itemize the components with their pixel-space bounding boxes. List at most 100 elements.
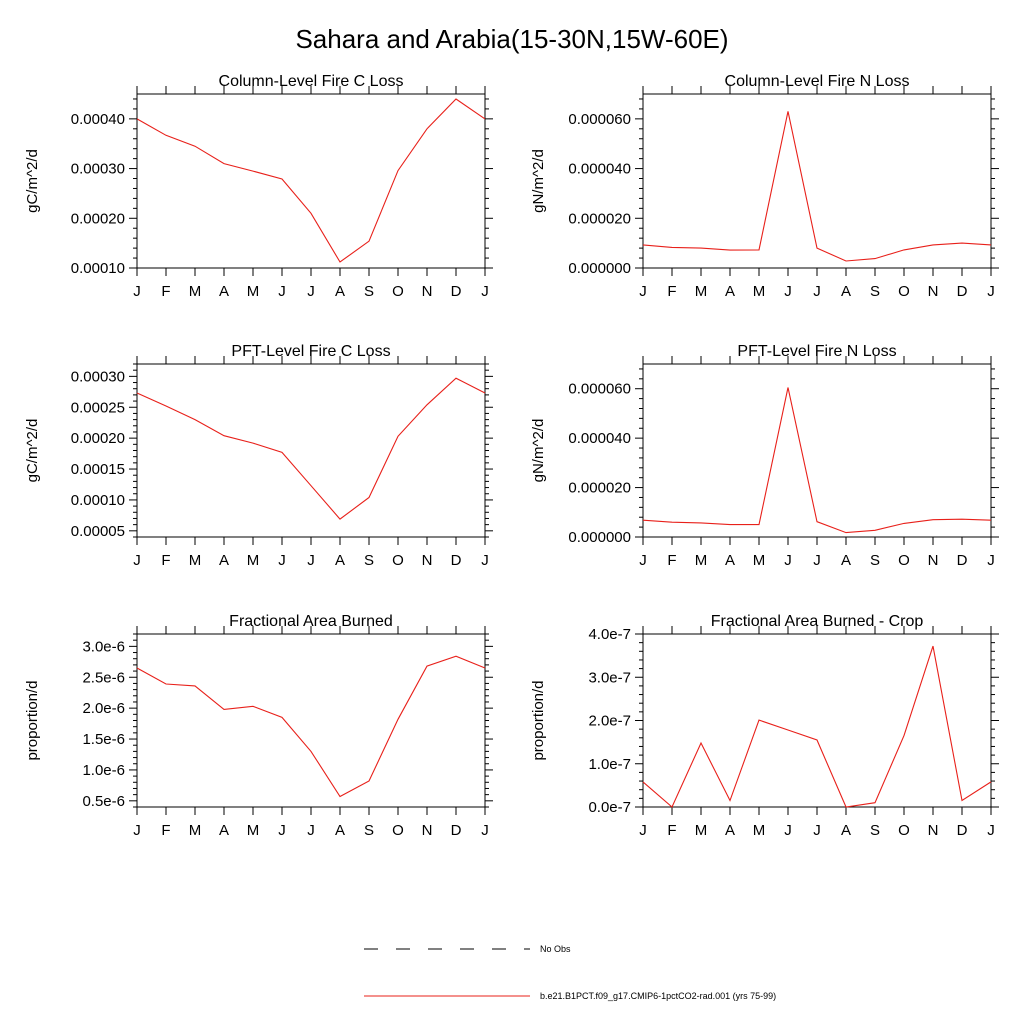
panel-5-xtick-label: O (392, 822, 404, 839)
panel-1-ytick-label: 0.00030 (71, 161, 125, 178)
panel-2-xtick-label: J (784, 283, 792, 300)
panel-4-frame (642, 363, 992, 538)
panel-3-xtick-label: M (189, 552, 202, 569)
panel-2-ytick-label: 0.000040 (568, 161, 631, 178)
panel-4-xtick-label: A (841, 552, 851, 569)
panel-3-xtick-label: S (364, 552, 374, 569)
panel-2-xtick-label: M (753, 283, 766, 300)
panel-4-xtick-label: M (753, 552, 766, 569)
panel-4-series-line (642, 387, 992, 534)
panel-5-xtick-label: M (189, 822, 202, 839)
panel-2-xtick-label: M (695, 283, 708, 300)
panel-1-xtick-label: M (189, 283, 202, 300)
panel-4-ytick-label: 0.000000 (568, 529, 631, 546)
panel-5-xtick-label: A (219, 822, 229, 839)
figure-title: Sahara and Arabia(15-30N,15W-60E) (295, 24, 728, 54)
panel-3-ytick-label: 0.00020 (71, 430, 125, 447)
panel-2-series-line (642, 111, 992, 262)
panel-6-xtick-label: J (987, 822, 995, 839)
panel-5-frame (136, 633, 486, 808)
panel-6-xtick-label: O (898, 822, 910, 839)
panel-3-xtick-label: J (481, 552, 489, 569)
panel-5-xtick-label: J (133, 822, 141, 839)
panel-4-ytick-label: 0.000020 (568, 480, 631, 497)
panel-1-xtick-label: J (133, 283, 141, 300)
panel-4-xtick-label: J (639, 552, 647, 569)
panel-3-xtick-label: D (451, 552, 462, 569)
panel-4-xtick-label: S (870, 552, 880, 569)
panel-6-xtick-label: A (841, 822, 851, 839)
panel-1-title: Column-Level Fire C Loss (219, 73, 404, 90)
panel-1-xtick-label: D (451, 283, 462, 300)
panel-3-frame (136, 363, 486, 538)
panel-2-frame (642, 93, 992, 269)
panel-3-ytick-label: 0.00010 (71, 492, 125, 509)
panel-5-ytick-label: 3.0e-6 (82, 638, 125, 655)
panel-5-xtick-label: J (307, 822, 315, 839)
panel-5-xtick-label: J (278, 822, 286, 839)
panel-3-xtick-label: J (278, 552, 286, 569)
panel-5-xtick-label: J (481, 822, 489, 839)
panel-4-xtick-label: J (987, 552, 995, 569)
panel-5-xtick-label: A (335, 822, 345, 839)
panel-6-xtick-label: A (725, 822, 735, 839)
panel-2-xtick-label: N (928, 283, 939, 300)
panel-3-xtick-label: N (422, 552, 433, 569)
panel-3-ytick-label: 0.00015 (71, 461, 125, 478)
panel-2-xtick-label: A (725, 283, 735, 300)
panel-5-xtick-label: F (161, 822, 170, 839)
panel-1-xtick-label: S (364, 283, 374, 300)
panel-3-ytick-label: 0.00030 (71, 368, 125, 385)
panel-5-ylabel: proportion/d (24, 680, 41, 760)
panel-4-ytick-label: 0.000040 (568, 430, 631, 447)
panel-4-xtick-label: O (898, 552, 910, 569)
panel-5-xtick-label: N (422, 822, 433, 839)
panel-4-title: PFT-Level Fire N Loss (737, 343, 896, 360)
panel-1-ytick-label: 0.00020 (71, 210, 125, 227)
panel-1-ytick-label: 0.00010 (71, 260, 125, 277)
panel-6-xtick-label: J (813, 822, 821, 839)
panel-6-ytick-label: 1.0e-7 (588, 756, 631, 773)
panel-5-series-line (136, 655, 486, 798)
panel-4-xtick-label: F (667, 552, 676, 569)
panel-1-xtick-label: J (278, 283, 286, 300)
panel-6-xtick-label: J (639, 822, 647, 839)
panel-5-ytick-label: 2.0e-6 (82, 700, 125, 717)
panel-6: Fractional Area Burned - Crop proportion/… (530, 613, 999, 839)
panel-2-title: Column-Level Fire N Loss (725, 73, 910, 90)
panel-2-ylabel: gN/m^2/d (530, 149, 547, 213)
panel-1-ylabel: gC/m^2/d (24, 149, 41, 213)
panel-6-title: Fractional Area Burned - Crop (711, 613, 924, 630)
panel-1-xtick-label: O (392, 283, 404, 300)
panel-4-ylabel: gN/m^2/d (530, 419, 547, 483)
panel-2-ytick-label: 0.000060 (568, 111, 631, 128)
panel-1-xtick-label: M (247, 283, 260, 300)
panel-4-xtick-label: N (928, 552, 939, 569)
panel-5-title: Fractional Area Burned (229, 613, 393, 630)
panel-1-ytick-label: 0.00040 (71, 111, 125, 128)
panel-3-xtick-label: O (392, 552, 404, 569)
panel-1-xtick-label: F (161, 283, 170, 300)
panel-2-xtick-label: J (639, 283, 647, 300)
panel-6-xtick-label: D (957, 822, 968, 839)
panel-6-xtick-label: M (695, 822, 708, 839)
panel-1-xtick-label: N (422, 283, 433, 300)
panel-2-xtick-label: F (667, 283, 676, 300)
panel-5-ytick-label: 1.0e-6 (82, 762, 125, 779)
panel-4-xtick-label: M (695, 552, 708, 569)
panel-1-xtick-label: J (481, 283, 489, 300)
panel-6-ytick-label: 2.0e-7 (588, 713, 631, 730)
panel-3-xtick-label: J (307, 552, 315, 569)
panel-5-xtick-label: D (451, 822, 462, 839)
panel-6-xtick-label: S (870, 822, 880, 839)
panel-6-frame (642, 633, 992, 808)
panel-1-xtick-label: A (219, 283, 229, 300)
panel-2-ytick-label: 0.000020 (568, 210, 631, 227)
